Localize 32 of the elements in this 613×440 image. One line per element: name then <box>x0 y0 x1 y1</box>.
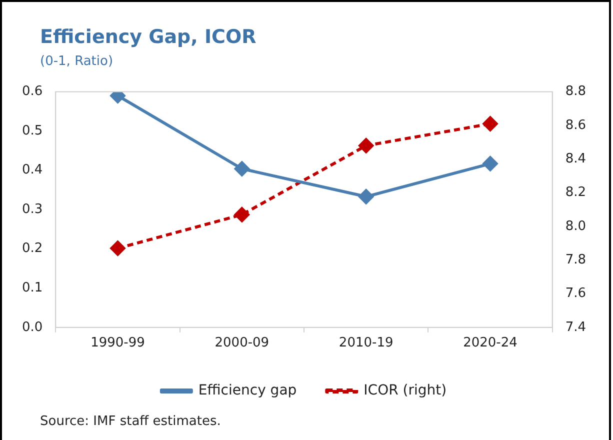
point <box>482 116 498 132</box>
y2-tick-label: 7.4 <box>565 320 586 335</box>
x-tick-label: 2020-24 <box>463 336 518 351</box>
y2-tick-label: 7.6 <box>565 286 586 302</box>
y-tick-label: 0.1 <box>22 280 43 296</box>
chart-title: Efficiency Gap, ICOR <box>40 26 256 48</box>
x-tick-label: 2010-19 <box>338 336 394 351</box>
point <box>482 156 498 172</box>
y2-tick-label: 7.8 <box>565 252 586 268</box>
y2-tick-label: 8.4 <box>565 151 586 166</box>
x-tick-label: 2000-09 <box>214 336 270 351</box>
legend-label: Efficiency gap <box>198 382 297 399</box>
y-tick-label: 0.6 <box>22 84 43 100</box>
point <box>110 240 126 256</box>
y-tick-label: 0.0 <box>22 320 43 335</box>
point <box>234 161 250 176</box>
x-tick-label: 1990-99 <box>90 336 145 351</box>
source-note: Source: IMF staff estimates. <box>40 414 221 429</box>
point <box>358 138 374 154</box>
legend-label: ICOR (right) <box>364 382 447 399</box>
y-tick-label: 0.2 <box>22 241 43 256</box>
y-tick-label: 0.3 <box>22 202 43 217</box>
y-tick-label: 0.5 <box>22 123 43 138</box>
chart-subtitle: (0-1, Ratio) <box>40 54 114 69</box>
y2-tick-label: 8.0 <box>565 218 586 234</box>
point <box>110 92 126 104</box>
y-tick-label: 0.4 <box>22 162 43 178</box>
point <box>358 189 374 204</box>
y2-tick-label: 8.8 <box>565 84 586 100</box>
point <box>234 207 250 222</box>
y2-tick-label: 8.6 <box>565 118 586 133</box>
y2-tick-label: 8.2 <box>565 185 586 200</box>
